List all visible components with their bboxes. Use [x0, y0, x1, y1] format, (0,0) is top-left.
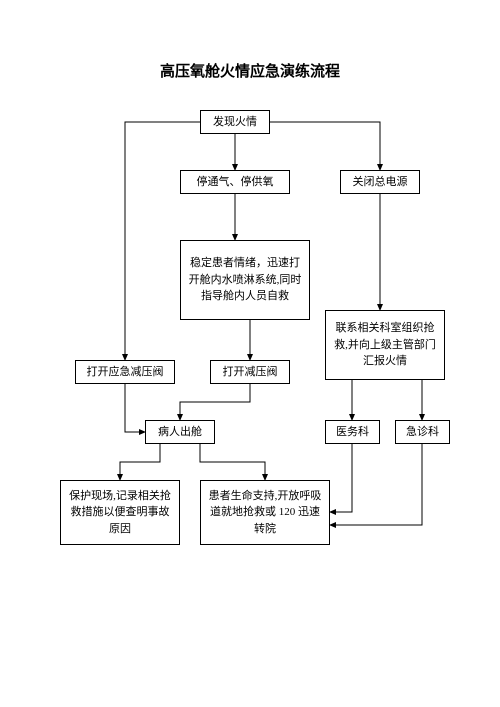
node-stabilize: 稳定患者情绪，迅速打开舱内水喷淋系统,同时指导舱内人员自救: [180, 240, 310, 320]
node-emergency: 急诊科: [395, 420, 450, 444]
node-power_off: 关闭总电源: [340, 170, 420, 194]
edge-10: [120, 444, 160, 480]
node-life_support: 患者生命支持,开放呼吸道就地抢救或 120 迅速转院: [200, 480, 330, 545]
edge-13: [330, 444, 422, 525]
node-medical: 医务科: [325, 420, 380, 444]
node-exit_cabin: 病人出舱: [145, 420, 215, 444]
node-stop_air: 停通气、停供氧: [180, 170, 290, 194]
edge-11: [200, 444, 265, 480]
edge-8: [125, 384, 145, 432]
page-title: 高压氧舱火情应急演练流程: [0, 60, 500, 81]
node-protect: 保护现场,记录相关抢救措施以便查明事故原因: [60, 480, 180, 545]
node-emerg_valve: 打开应急减压阀: [75, 360, 175, 384]
edge-9: [180, 384, 250, 420]
node-start: 发现火情: [200, 110, 270, 134]
edge-1: [270, 122, 380, 170]
node-contact: 联系相关科室组织抢救,并向上级主管部门汇报火情: [325, 310, 445, 380]
node-relief_valve: 打开减压阀: [210, 360, 290, 384]
edge-12: [330, 444, 352, 512]
